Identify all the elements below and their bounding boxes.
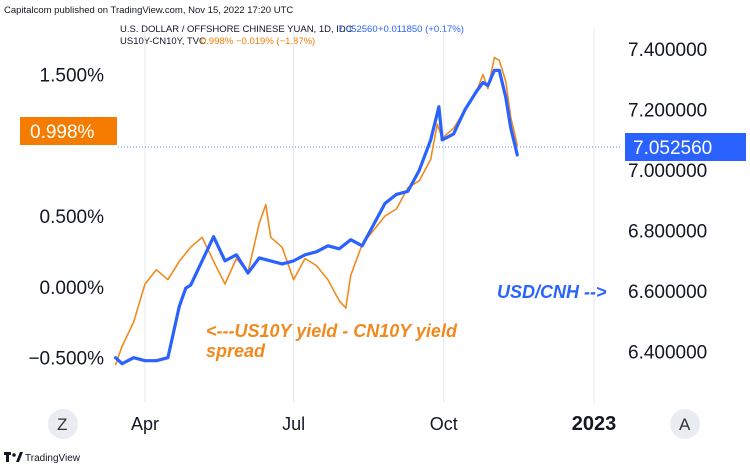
x-axis: Apr Jul Oct 2023 [131, 30, 616, 435]
published-text: Capitalcom published on TradingView.com,… [4, 5, 293, 16]
left-tick-label: 1.500% [40, 66, 105, 87]
zoom-button-label: Z [57, 415, 67, 434]
right-tick-label: 6.800000 [628, 222, 707, 243]
left-tick-label: −0.500% [28, 349, 104, 370]
series-layer [113, 56, 519, 366]
right-tick-label: 6.400000 [628, 343, 707, 364]
right-tick-label: 7.400000 [628, 40, 707, 61]
left-tick-label: 0.000% [40, 278, 105, 299]
x-tick-label: Jul [282, 414, 305, 434]
tradingview-logo-icon [4, 452, 23, 462]
x-tick-label: 2023 [572, 413, 617, 435]
tradingview-brand: TradingView [25, 453, 81, 464]
usdcnh-series-line [113, 68, 519, 366]
spread-legend-label: US10Y-CN10Y, TVC [120, 36, 206, 47]
left-axis: 1.500% 0.500% 0.000% −0.500% [28, 66, 104, 370]
usdcnh-annotation: USD/CNH --> [497, 282, 607, 302]
right-tick-label: 6.600000 [628, 282, 707, 303]
usdcnh-legend-value: 7.052560 [338, 24, 378, 35]
right-axis: 7.400000 7.200000 7.000000 6.800000 6.600000… [628, 40, 707, 363]
right-tick-label: 7.000000 [628, 161, 707, 182]
spread-legend-change: −0.019% (−1.87%) [236, 36, 315, 47]
auto-scale-button-label: A [679, 415, 691, 434]
right-value-badge [625, 133, 746, 161]
x-tick-label: Oct [430, 414, 458, 434]
left-value-badge [20, 117, 117, 145]
left-value-badge-text: 0.998% [30, 122, 95, 143]
right-tick-label: 7.200000 [628, 101, 707, 122]
left-tick-label: 0.500% [40, 207, 105, 228]
spread-annotation-line1: <---US10Y yield - CN10Y yield [206, 321, 458, 341]
right-value-badge-text: 7.052560 [633, 138, 712, 159]
spread-annotation-line2: spread [206, 341, 266, 361]
usdcnh-legend-change: +0.011850 (+0.17%) [378, 24, 464, 35]
x-tick-label: Apr [131, 414, 159, 434]
zoom-button[interactable]: Z [48, 409, 78, 439]
usdcnh-legend-label: U.S. DOLLAR / OFFSHORE CHINESE YUAN, 1D,… [120, 24, 353, 35]
spread-legend-value: 0.998% [201, 36, 234, 47]
auto-scale-button[interactable]: A [670, 409, 700, 439]
